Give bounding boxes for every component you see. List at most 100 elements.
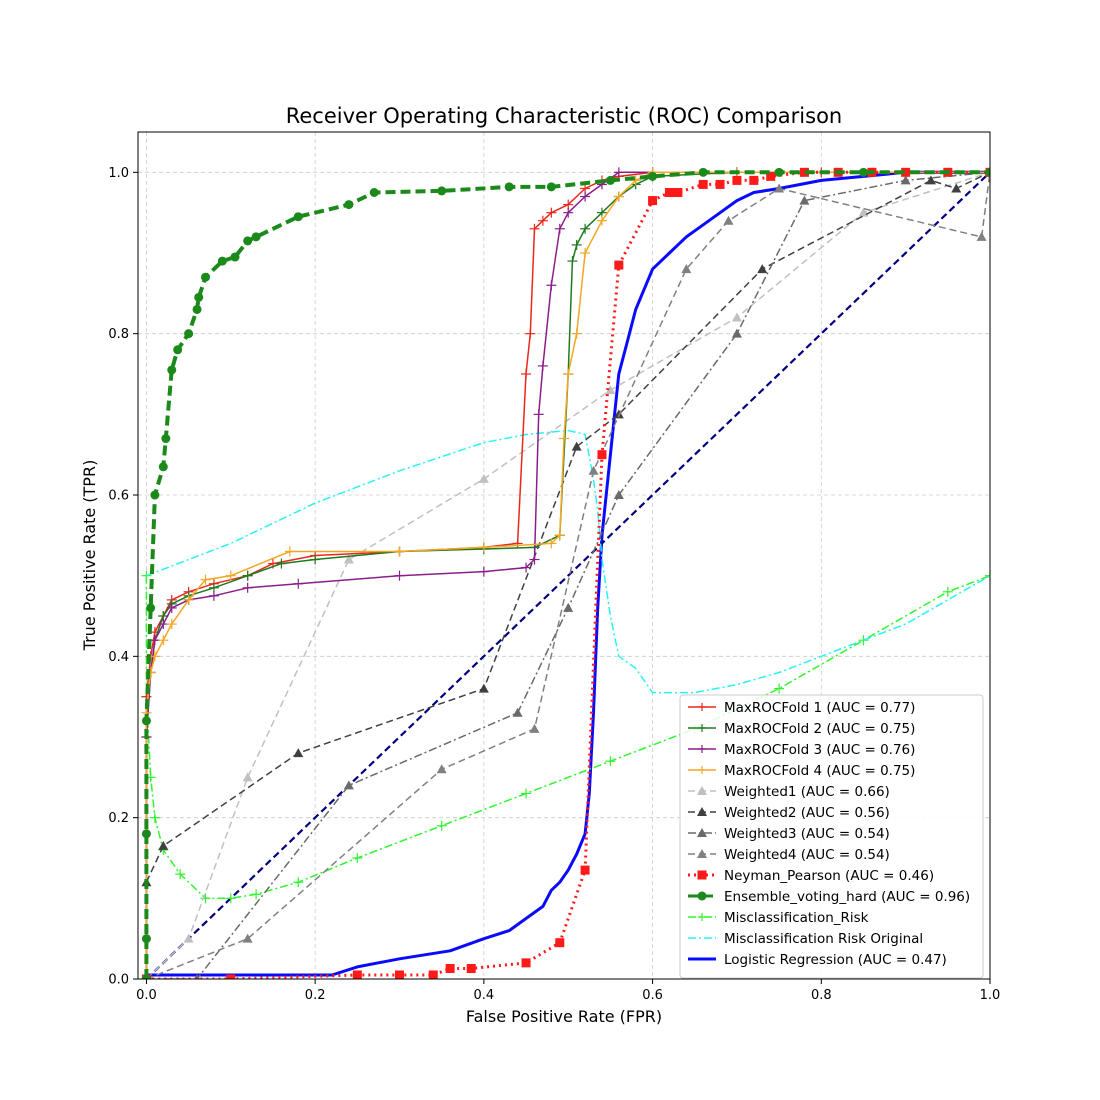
data-point [942,586,953,597]
data-point [512,707,523,717]
data-point [184,329,194,339]
data-point [149,651,160,662]
data-point [352,853,363,863]
legend-label: MaxROCFold 4 (AUC = 0.75) [724,763,915,779]
legend-label: MaxROCFold 1 (AUC = 0.77) [724,700,915,716]
legend-entry: Misclassification_Risk [688,910,869,926]
data-point [698,167,708,177]
data-point [554,223,565,234]
series-line [145,171,990,883]
data-point [525,328,536,339]
data-point [605,175,615,185]
data-point [521,369,532,379]
data-point [150,490,160,500]
y-tick-label: 0.2 [108,811,129,826]
data-point [900,175,911,185]
legend-label: Weighted1 (AUC = 0.66) [724,784,890,800]
data-point [478,683,489,693]
data-point [613,490,624,499]
data-point [673,188,683,197]
legend-entry: Weighted2 (AUC = 0.56) [688,805,890,821]
y-tick-label: 0.0 [108,973,129,988]
data-point [596,215,607,226]
x-tick-label: 1.0 [980,988,1001,1003]
data-point [141,974,151,979]
legend-box [679,694,984,979]
series-misclassification [146,429,990,694]
data-point [664,188,674,197]
series-ensemble-voting-hard [141,167,990,979]
data-point [630,175,641,186]
data-point [613,191,624,202]
data-point [251,889,262,900]
series-line [146,429,990,694]
data-point [478,566,489,577]
data-point [344,200,354,210]
x-tick-label: 0.4 [474,988,495,1003]
data-point [343,780,354,790]
data-point [580,865,590,875]
data-point [521,958,531,968]
data-point [588,465,599,475]
data-point [243,236,253,246]
x-tick-label: 0.8 [811,988,832,1003]
data-point [149,635,160,646]
legend-entry: MaxROCFold 3 (AUC = 0.76) [688,742,915,758]
legend-label: Neyman_Pearson (AUC = 0.46) [724,868,934,884]
series-line [145,171,990,979]
series-neyman-pearson [141,167,990,979]
data-point [293,877,304,888]
data-point [614,260,624,270]
data-point [251,232,261,242]
series-maxrocfold [141,167,990,979]
data-point [774,167,784,177]
data-point [546,280,557,291]
data-point [466,964,476,974]
series-weighted2 [141,167,990,887]
data-point [925,175,936,185]
data-point [445,964,455,974]
data-point [757,264,768,274]
legend-entry: Weighted3 (AUC = 0.54) [688,826,890,842]
data-point [546,182,556,192]
data-point [559,433,569,444]
data-point [976,231,987,241]
legend-entry: MaxROCFold 2 (AUC = 0.75) [688,721,915,737]
legend-entry: Neyman_Pearson (AUC = 0.46) [688,868,934,884]
data-point [521,788,532,799]
data-point [478,542,489,553]
series-diagonal-reference [145,171,990,979]
data-point [183,594,194,605]
data-point [343,554,354,564]
data-point [225,893,236,904]
data-point [436,820,447,831]
data-point [858,167,868,177]
data-point [173,345,183,355]
data-point [571,239,582,250]
series-line [145,171,990,979]
series-line [144,170,990,979]
data-point [369,188,379,197]
data-point [613,409,624,419]
data-point [158,635,169,646]
legend-entry: Ensemble_voting_hard (AUC = 0.96) [688,889,970,905]
data-point [546,538,557,549]
y-axis-label: True Positive Rate (TPR) [80,460,99,652]
data-point [194,292,204,302]
data-point [200,574,211,585]
data-point [436,764,447,774]
series-layer [141,167,990,979]
data-point [555,938,565,948]
data-point [200,272,210,282]
data-point [504,182,514,192]
legend-label: Logistic Regression (AUC = 0.47) [724,952,947,968]
series-line [146,170,990,977]
data-point [774,183,785,193]
data-point [563,207,574,218]
data-point [858,635,869,646]
data-point [563,369,574,379]
data-point [166,602,177,613]
data-point [951,183,962,193]
data-point [284,546,295,557]
data-point [766,171,776,181]
